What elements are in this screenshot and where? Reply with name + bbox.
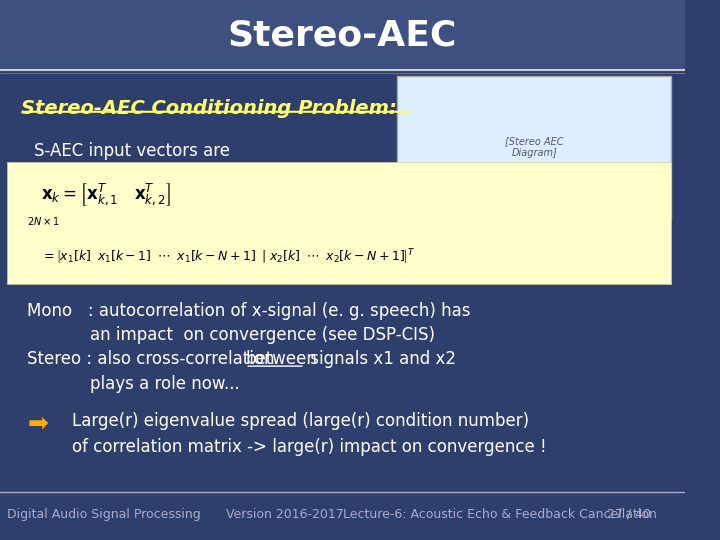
Text: S-AEC input vectors are: S-AEC input vectors are: [35, 142, 230, 160]
Text: an impact  on convergence (see DSP-CIS): an impact on convergence (see DSP-CIS): [27, 326, 436, 344]
Text: signals x1 and x2: signals x1 and x2: [305, 350, 456, 368]
Text: Version 2016-2017: Version 2016-2017: [226, 508, 344, 521]
Text: Stereo : also cross-correlation: Stereo : also cross-correlation: [27, 350, 280, 368]
Text: Mono   : autocorrelation of x-signal (e. g. speech) has: Mono : autocorrelation of x-signal (e. g…: [27, 301, 471, 320]
Bar: [397, 76, 672, 219]
Text: $\mathbf{x}_k = \left[\mathbf{x}_{k,1}^T \quad \mathbf{x}_{k,2}^T\right]$: $\mathbf{x}_k = \left[\mathbf{x}_{k,1}^T…: [41, 181, 171, 208]
Text: plays a role now...: plays a role now...: [27, 375, 240, 394]
Text: Lecture-6: Acoustic Echo & Feedback Cancellation: Lecture-6: Acoustic Echo & Feedback Canc…: [343, 508, 657, 521]
Text: between: between: [246, 350, 317, 368]
Text: of correlation matrix -> large(r) impact on convergence !: of correlation matrix -> large(r) impact…: [72, 437, 546, 456]
Text: Large(r) eigenvalue spread (large(r) condition number): Large(r) eigenvalue spread (large(r) con…: [72, 412, 529, 430]
Text: Digital Audio Signal Processing: Digital Audio Signal Processing: [7, 508, 201, 521]
FancyBboxPatch shape: [7, 162, 672, 284]
Text: $2N\times 1$: $2N\times 1$: [27, 215, 60, 227]
Text: Stereo-AEC Conditioning Problem:: Stereo-AEC Conditioning Problem:: [21, 98, 396, 118]
Text: ➡: ➡: [27, 412, 48, 436]
Text: 27 / 40: 27 / 40: [607, 508, 651, 521]
Text: [Stereo AEC
Diagram]: [Stereo AEC Diagram]: [505, 136, 564, 158]
Text: Stereo-AEC: Stereo-AEC: [228, 18, 457, 52]
Bar: [0, 0, 685, 70]
Text: $= \left[x_1[k]\;\; x_1[k-1]\;\; \cdots\;\; x_1[k-N+1]\;\; |\; x_2[k]\;\; \cdots: $= \left[x_1[k]\;\; x_1[k-1]\;\; \cdots\…: [41, 247, 415, 266]
